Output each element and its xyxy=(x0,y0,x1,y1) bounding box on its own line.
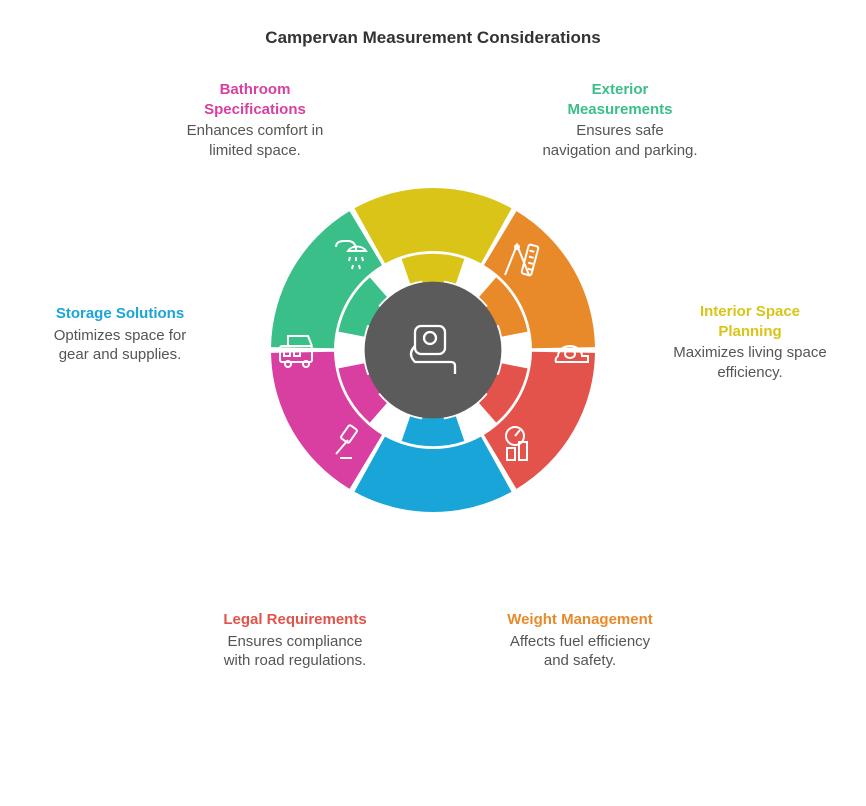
label-weight: Weight ManagementAffects fuel efficiency… xyxy=(500,610,660,671)
segment-outer-storage xyxy=(354,437,511,512)
label-heading-weight: Weight Management xyxy=(500,610,660,630)
label-heading-legal: Legal Requirements xyxy=(215,610,375,630)
label-bathroom: Bathroom SpecificationsEnhances comfort … xyxy=(175,80,335,160)
label-heading-interior: Interior Space Planning xyxy=(670,302,830,341)
label-legal: Legal RequirementsEnsures compliance wit… xyxy=(215,610,375,671)
label-storage: Storage SolutionsOptimizes space for gea… xyxy=(40,304,200,365)
tape-measure-icon xyxy=(399,316,469,386)
label-interior: Interior Space PlanningMaximizes living … xyxy=(670,302,830,382)
label-exterior: Exterior MeasurementsEnsures safe naviga… xyxy=(540,80,700,160)
label-desc-weight: Affects fuel efficiency and safety. xyxy=(500,632,660,671)
segment-outer-interior xyxy=(354,188,511,263)
label-desc-exterior: Ensures safe navigation and parking. xyxy=(540,121,700,160)
label-desc-interior: Maximizes living space efficiency. xyxy=(670,343,830,382)
label-desc-legal: Ensures compliance with road regulations… xyxy=(215,632,375,671)
label-heading-bathroom: Bathroom Specifications xyxy=(175,80,335,119)
center-circle xyxy=(399,316,469,386)
label-desc-bathroom: Enhances comfort in limited space. xyxy=(175,121,335,160)
label-heading-storage: Storage Solutions xyxy=(40,304,200,324)
label-desc-storage: Optimizes space for gear and supplies. xyxy=(40,326,200,365)
page-title: Campervan Measurement Considerations xyxy=(0,28,866,48)
label-heading-exterior: Exterior Measurements xyxy=(540,80,700,119)
